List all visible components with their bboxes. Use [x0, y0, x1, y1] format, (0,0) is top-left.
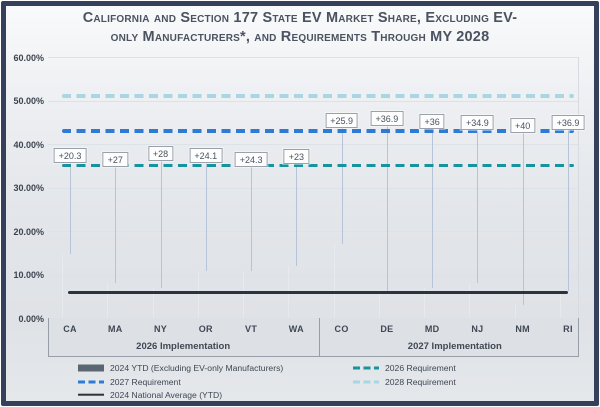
legend-item-2028-requirement: 2028 Requirement — [353, 376, 456, 388]
bar-VT — [243, 271, 259, 318]
reference-line-2027-requirement — [62, 128, 574, 133]
legend-swatch-dash-icon — [78, 376, 104, 388]
chart-title-line2: only Manufacturers*, and Requirements Th… — [110, 29, 490, 45]
y-axis-tick-label: 60.00% — [13, 52, 44, 63]
chart-title-line1: California and Section 177 State EV Mark… — [82, 10, 518, 26]
value-label-VT: +24.3 — [234, 152, 268, 167]
legend-label: 2026 Requirement — [385, 363, 456, 373]
value-label-MA: +27 — [102, 152, 128, 167]
x-axis-label-MA: MA — [107, 324, 123, 334]
legend-swatch-dash-icon — [353, 362, 379, 374]
x-axis-label-DE: DE — [380, 324, 394, 334]
legend-swatch-bar-icon — [78, 362, 104, 374]
bar-MA — [107, 283, 123, 318]
gridline-40 — [48, 144, 578, 145]
group-label-2027-implementation: 2027 Implementation — [407, 341, 502, 352]
x-axis-label-OR: OR — [198, 324, 213, 334]
x-axis-label-CO: CO — [334, 324, 349, 334]
leader-line-NJ — [477, 129, 479, 283]
category-axis-box — [48, 318, 579, 357]
legend-label: 2027 Requirement — [110, 376, 181, 387]
legend-marker — [78, 393, 104, 396]
value-label-OR: +24.1 — [189, 148, 223, 163]
value-label-NM: +40 — [510, 118, 536, 133]
y-axis-tick-label: 0.00% — [18, 313, 44, 324]
reference-line-2028-requirement — [62, 94, 574, 98]
x-axis-label-MD: MD — [424, 324, 440, 334]
legend-label: 2028 Requirement — [385, 376, 456, 387]
value-label-MD: +36 — [419, 114, 445, 129]
bar-CO — [334, 244, 350, 318]
legend-item-2024-ytd-excluding-ev-only-manufacturers-: 2024 YTD (Excluding EV-only Manufacturer… — [78, 362, 283, 374]
leader-line-RI — [567, 129, 569, 292]
value-label-RI: +36.9 — [551, 115, 585, 130]
legend-swatch-dash-icon — [353, 376, 379, 388]
leader-line-NM — [522, 132, 524, 305]
y-axis-tick-label: 20.00% — [13, 226, 44, 237]
legend-item-2024-national-average-ytd-: 2024 National Average (YTD) — [78, 389, 222, 401]
leader-line-CO — [341, 127, 343, 244]
bar-CA — [62, 254, 78, 318]
y-axis-tick-label: 40.00% — [13, 139, 44, 150]
y-axis-tick-label: 30.00% — [13, 183, 44, 193]
value-label-NJ: +34.9 — [461, 115, 494, 130]
legend-marker — [78, 364, 104, 372]
leader-line-MD — [432, 128, 434, 288]
group-label-2026-implementation: 2026 Implementation — [136, 341, 231, 352]
leader-line-DE — [386, 125, 388, 292]
leader-line-NY — [160, 160, 162, 288]
value-label-CA: +20.3 — [53, 148, 87, 163]
x-axis-label-NJ: NJ — [471, 324, 484, 334]
gridline-50 — [48, 100, 578, 102]
legend-item-2026-requirement: 2026 Requirement — [353, 362, 456, 374]
legend-swatch-line-icon — [78, 389, 104, 401]
x-axis-label-CA: CA — [63, 324, 77, 334]
x-axis-label-NY: NY — [153, 324, 168, 334]
bar-OR — [198, 271, 214, 318]
y-axis-tick-label: 10.00% — [13, 270, 44, 280]
x-axis-label-RI: RI — [563, 324, 573, 334]
value-label-CO: +25.9 — [325, 113, 358, 128]
legend-marker — [353, 366, 379, 370]
gridline-30 — [48, 187, 578, 189]
bar-DE — [379, 291, 395, 318]
value-label-NY: +28 — [147, 146, 174, 161]
y-axis-tick-label: 50.00% — [13, 96, 44, 106]
leader-line-OR — [205, 162, 207, 271]
gridline-60 — [48, 57, 578, 58]
leader-line-VT — [251, 166, 253, 272]
legend-label: 2024 YTD (Excluding EV-only Manufacturer… — [110, 363, 284, 373]
leader-line-MA — [115, 166, 117, 284]
leader-line-CA — [70, 162, 71, 255]
legend-marker — [78, 380, 104, 383]
x-axis-label-WA: WA — [288, 324, 304, 334]
x-axis-label-NM: NM — [515, 324, 530, 334]
bar-NJ — [469, 283, 485, 318]
plot-right-border — [578, 57, 579, 318]
value-label-DE: +36.9 — [370, 111, 404, 126]
legend-marker — [353, 380, 379, 383]
leader-line-WA — [296, 163, 298, 266]
bar-NM — [515, 305, 531, 318]
bar-RI — [560, 291, 576, 318]
reference-line-2024-national-average-(ytd) — [68, 291, 568, 295]
value-label-WA: +23 — [283, 149, 309, 164]
chart-title: California and Section 177 State EV Mark… — [30, 9, 570, 47]
gridline-20 — [48, 231, 578, 232]
category-group-divider — [319, 318, 320, 357]
legend-label: 2024 National Average (YTD) — [110, 389, 223, 400]
gridline-10 — [48, 274, 578, 276]
x-axis-label-VT: VT — [245, 324, 258, 334]
reference-line-2026-requirement — [62, 163, 574, 168]
legend-item-2027-requirement: 2027 Requirement — [78, 376, 181, 388]
